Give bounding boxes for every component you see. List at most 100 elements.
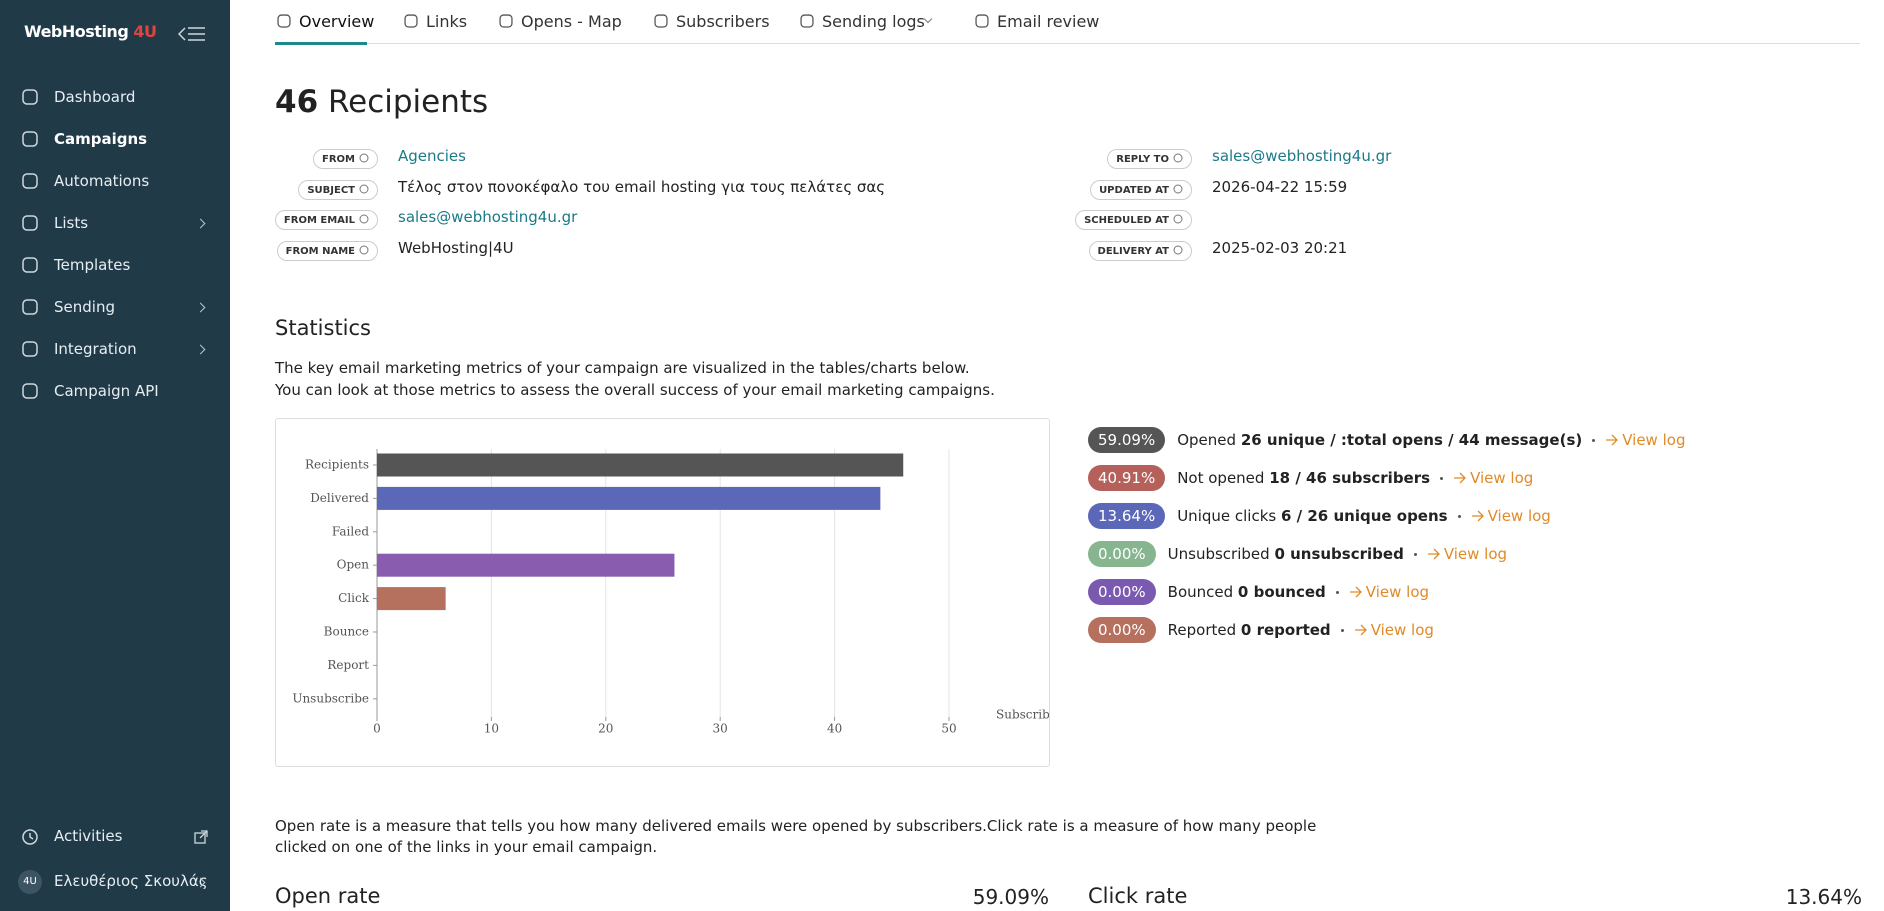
menu-item[interactable]: Campaign API — [54, 382, 159, 400]
menu-item[interactable]: Lists — [54, 214, 89, 232]
icon-shape — [22, 299, 38, 315]
tab[interactable]: Email review — [997, 12, 1100, 31]
field-label: FROM NAME — [276, 240, 378, 261]
badge: 13.64% — [1088, 503, 1166, 529]
arrow-icon — [1427, 548, 1440, 560]
separator — [1340, 628, 1344, 632]
view-log-link[interactable]: View log — [1470, 469, 1534, 487]
icon-shape — [22, 173, 38, 189]
icon — [22, 131, 38, 147]
icon-shape — [22, 89, 38, 105]
field-icon — [1173, 214, 1183, 224]
field-icon — [1173, 153, 1183, 163]
y-tick-label: Report — [327, 658, 369, 672]
field-label: REPLY TO — [1107, 149, 1192, 169]
icon-shape — [1427, 548, 1440, 560]
stat-text: Not opened 18 / 46 subscribers — [1177, 469, 1430, 487]
view-log-link[interactable]: View log — [1622, 431, 1686, 449]
icon-shape — [1173, 184, 1183, 193]
icon-shape — [499, 14, 513, 28]
open-rate-label: Open rate — [275, 884, 381, 908]
dropdown-chevron — [923, 14, 933, 24]
menu-item[interactable]: Campaigns — [54, 130, 148, 148]
field-value: 2026-04-22 15:59 — [1212, 177, 1348, 196]
menu-item[interactable]: Automations — [54, 172, 150, 190]
tab[interactable]: Links — [426, 12, 468, 31]
stat-detail: 0 unsubscribed — [1274, 545, 1404, 563]
menu-item[interactable]: Sending — [54, 298, 115, 316]
menu-item[interactable]: Dashboard — [54, 88, 136, 106]
icon — [22, 173, 38, 189]
arrow-icon — [1354, 624, 1367, 636]
icon — [22, 215, 38, 231]
icon-shape — [1606, 434, 1619, 446]
click-rate-label: Click rate — [1088, 884, 1188, 908]
stat-row: 59.09% Opened 26 unique / :total opens / … — [1088, 427, 1685, 453]
separator — [1440, 476, 1444, 480]
logo: WebHosting 4U — [24, 22, 157, 41]
view-log-link[interactable]: View log — [1370, 621, 1434, 639]
user-name[interactable]: Ελευθέριος Σκουλάς — [54, 872, 208, 890]
description: The key email marketing metrics of your … — [275, 359, 970, 377]
chevron — [195, 344, 206, 355]
icon-shape — [975, 14, 989, 28]
field-label: SCHEDULED AT — [1075, 210, 1192, 230]
field-value[interactable]: Agencies — [398, 147, 466, 165]
activities-link[interactable]: Activities — [54, 827, 123, 845]
icon-shape — [1354, 624, 1367, 636]
tab[interactable]: Overview — [299, 12, 375, 31]
field-label-text: UPDATED AT — [1099, 184, 1169, 196]
tab[interactable]: Sending logs — [822, 12, 925, 31]
chart-box: 0 10 20 30 40 50 Subscribers Recipients Delivere… — [275, 418, 1069, 767]
stat-row: 0.00% Unsubscribed 0 unsubscribed View log — [1088, 541, 1507, 567]
bar — [377, 587, 446, 611]
separator — [1413, 552, 1417, 556]
stat-row: 40.91% Not opened 18 / 46 subscribers View… — [1088, 465, 1533, 491]
view-log-link[interactable]: View log — [1443, 545, 1508, 563]
section-title: Statistics — [275, 316, 371, 340]
y-tick-label: Click — [338, 591, 370, 605]
field-value[interactable]: sales@webhosting4u.gr — [398, 208, 578, 226]
icon-shape — [22, 383, 38, 399]
icon-shape — [359, 245, 369, 254]
view-log-link[interactable]: View log — [1365, 583, 1430, 601]
external-icon[interactable] — [194, 830, 208, 844]
tab[interactable]: Subscribers — [676, 12, 770, 31]
field-label-text: SCHEDULED AT — [1084, 215, 1169, 226]
icon — [22, 257, 38, 273]
tab[interactable]: Opens - Map — [521, 12, 622, 31]
icon-shape — [1173, 214, 1183, 224]
stat-label: Opened — [1177, 431, 1237, 449]
menu-item[interactable]: Templates — [54, 256, 131, 274]
separator — [1457, 514, 1461, 518]
click-rate-value: 13.64% — [1785, 885, 1862, 909]
icon-shape — [22, 215, 38, 231]
stat-text: Unsubscribed 0 unsubscribed — [1168, 545, 1404, 563]
icon-shape — [1454, 472, 1466, 484]
stat-label: Unique clicks — [1177, 507, 1277, 525]
y-tick-label: Delivered — [310, 491, 369, 505]
stat-text: Reported 0 reported — [1168, 621, 1331, 639]
menu-item[interactable]: Integration — [54, 340, 137, 358]
badge: 40.91% — [1088, 465, 1166, 491]
field-value: 2025-02-03 20:21 — [1212, 238, 1348, 257]
tabs-divider — [275, 43, 1860, 44]
field-label-text: FROM NAME — [285, 245, 355, 257]
stat-row: 0.00% Bounced 0 bounced View log — [1088, 579, 1429, 605]
field-icon — [1173, 184, 1183, 193]
x-tick-label: 40 — [827, 722, 842, 736]
title-text: Recipients — [328, 84, 489, 120]
icon-shape — [359, 153, 369, 163]
view-log-link[interactable]: View log — [1487, 507, 1551, 525]
icon-shape — [277, 14, 291, 28]
icon — [22, 89, 38, 105]
icon — [404, 14, 418, 28]
y-tick-label: Open — [337, 558, 370, 572]
y-tick-label: Unsubscribe — [292, 691, 369, 705]
collapse-icon[interactable] — [178, 25, 206, 43]
active-tab-underline — [275, 42, 367, 45]
stat-label: Unsubscribed — [1167, 545, 1270, 563]
icon-shape — [404, 14, 418, 28]
field-value[interactable]: sales@webhosting4u.gr — [1212, 147, 1392, 165]
